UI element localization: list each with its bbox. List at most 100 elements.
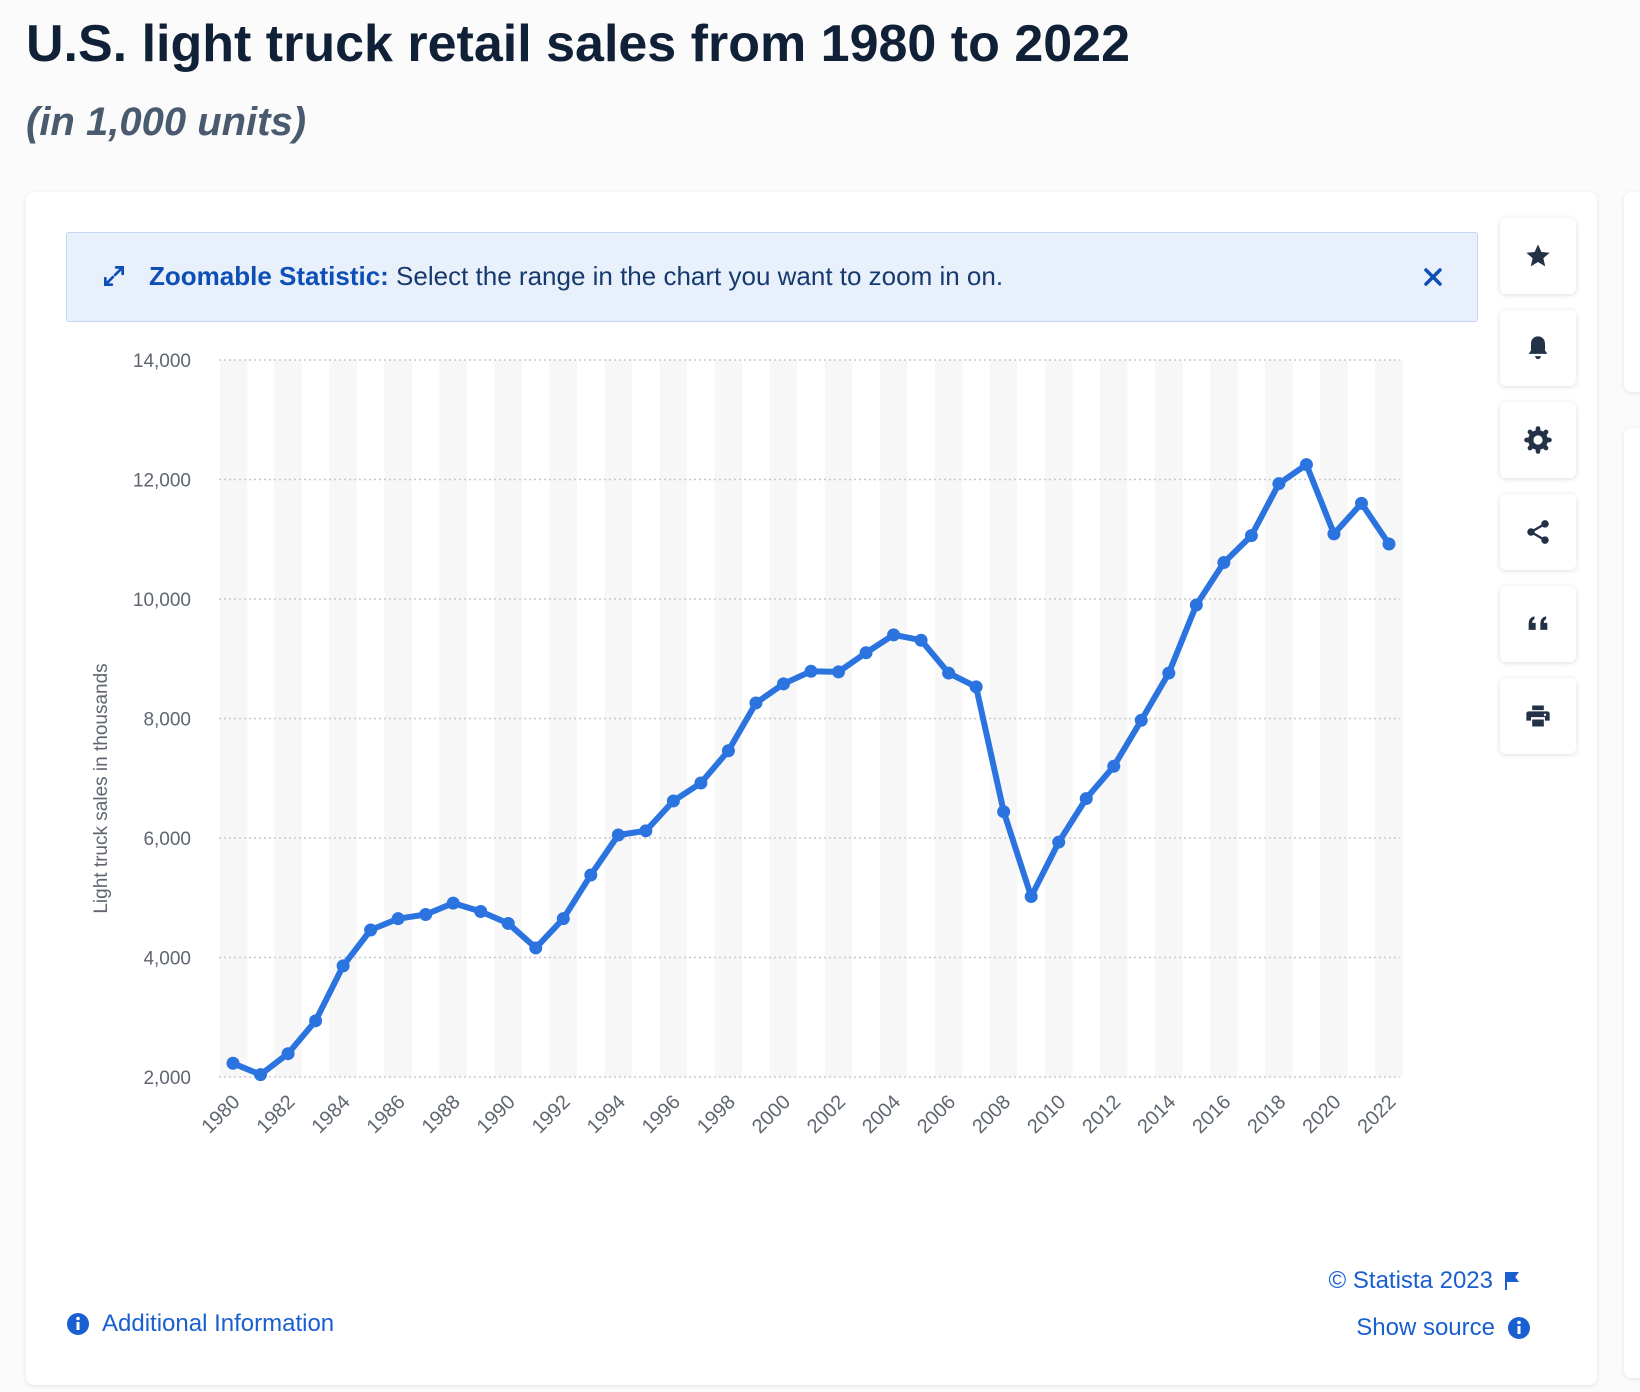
data-point [1189, 598, 1203, 612]
data-point [639, 824, 653, 838]
data-point [1327, 527, 1341, 541]
data-point [1107, 759, 1121, 773]
info-icon [67, 1313, 89, 1335]
data-point [749, 696, 763, 710]
data-point [997, 805, 1011, 819]
x-tick-label: 1988 [418, 1091, 465, 1138]
line-chart[interactable]: 2,000 4,000 6,000 8,000 10,000 12,000 14,000 1… [26, 192, 1486, 1222]
close-icon[interactable] [1419, 263, 1447, 291]
bell-icon [1528, 336, 1548, 360]
data-point [281, 1047, 295, 1061]
data-point [1162, 666, 1176, 680]
data-point [1217, 556, 1231, 570]
x-tick-label: 2004 [858, 1091, 905, 1138]
favorite-button[interactable] [1500, 218, 1576, 294]
x-tick-label: 1980 [198, 1091, 245, 1138]
x-tick-label: 2006 [913, 1091, 960, 1138]
x-tick-label: 1990 [473, 1091, 520, 1138]
y-tick-label: 2,000 [143, 1068, 191, 1089]
data-point [969, 680, 983, 694]
chart-band [934, 360, 963, 1077]
x-tick-label: 1986 [363, 1091, 410, 1138]
data-point [914, 633, 928, 647]
x-tick-label: 2010 [1023, 1091, 1070, 1138]
credit-text: © Statista 2023 [1328, 1267, 1493, 1294]
x-tick-label: 2014 [1133, 1091, 1180, 1138]
zoom-banner-label: Zoomable Statistic: [149, 261, 389, 291]
quote-icon [1528, 616, 1548, 630]
chart-band [714, 360, 743, 1077]
chart-band [439, 360, 467, 1077]
data-point [556, 912, 570, 926]
chart-band [274, 360, 302, 1077]
x-tick-label: 1998 [693, 1091, 740, 1138]
data-point [666, 794, 680, 808]
data-point [1354, 496, 1368, 510]
show-source-link[interactable]: Show source [1356, 1314, 1531, 1342]
x-tick-label: 2000 [748, 1091, 795, 1138]
chart-band [604, 360, 633, 1077]
data-point [584, 868, 598, 882]
page-title: U.S. light truck retail sales from 1980 … [26, 15, 1131, 73]
show-source-label: Show source [1356, 1314, 1495, 1341]
x-tick-label: 2016 [1188, 1091, 1235, 1138]
chart-band [384, 360, 412, 1077]
x-tick-label: 1984 [308, 1091, 355, 1138]
settings-button[interactable] [1500, 402, 1576, 478]
x-tick-label: 2022 [1354, 1091, 1401, 1138]
x-tick-label: 2020 [1298, 1091, 1345, 1138]
x-tick-label: 2008 [968, 1091, 1015, 1138]
notification-button[interactable] [1500, 310, 1576, 386]
additional-information-link[interactable]: Additional Information [66, 1310, 334, 1338]
data-point [529, 941, 543, 955]
data-point [1079, 792, 1093, 806]
data-point [309, 1014, 323, 1028]
data-point [1272, 477, 1286, 491]
flag-icon[interactable] [1503, 1271, 1521, 1291]
data-point [391, 912, 405, 926]
share-button[interactable] [1500, 494, 1576, 570]
data-point [611, 828, 625, 842]
cite-button[interactable] [1500, 586, 1576, 662]
data-point [887, 628, 901, 642]
chart-band [769, 360, 798, 1077]
data-point [336, 959, 350, 973]
data-point [776, 677, 790, 691]
y-tick-label: 12,000 [133, 471, 191, 492]
x-tick-label: 1996 [638, 1091, 685, 1138]
y-tick-label: 4,000 [143, 949, 191, 970]
data-point [501, 916, 515, 930]
chart-band [879, 360, 908, 1077]
data-point [1024, 890, 1038, 904]
data-point [1052, 835, 1066, 849]
page-subtitle: (in 1,000 units) [26, 100, 307, 144]
y-axis-label: Light truck sales in thousands [91, 663, 112, 913]
data-point [254, 1068, 268, 1082]
x-tick-label: 2012 [1078, 1091, 1125, 1138]
additional-information-label: Additional Information [102, 1310, 335, 1337]
data-point [474, 904, 488, 918]
chart-gridlines [219, 359, 1400, 1078]
statista-credit: © Statista 2023 [1329, 1267, 1521, 1295]
x-tick-label: 1982 [253, 1091, 300, 1138]
chart-band [494, 360, 522, 1077]
data-point [859, 646, 873, 660]
expand-icon [103, 265, 125, 287]
statistic-card: Zoomable Statistic: Select the range in … [26, 192, 1597, 1385]
y-tick-label: 14,000 [133, 351, 191, 372]
print-button[interactable] [1500, 678, 1576, 754]
info-icon [1508, 1317, 1530, 1339]
x-tick-label: 2002 [803, 1091, 850, 1138]
y-axis-ticks: 2,000 4,000 6,000 8,000 10,000 12,000 14,000 [133, 351, 191, 1089]
chart-series [226, 458, 1396, 1082]
data-point [446, 896, 460, 910]
gear-icon [1524, 426, 1552, 454]
data-point [721, 744, 735, 758]
y-tick-label: 10,000 [133, 590, 191, 611]
y-tick-label: 6,000 [143, 829, 191, 850]
side-toolbar [1500, 218, 1576, 770]
x-tick-label: 2018 [1243, 1091, 1290, 1138]
data-point [364, 923, 378, 937]
data-point [942, 666, 956, 680]
print-icon [1526, 705, 1550, 727]
